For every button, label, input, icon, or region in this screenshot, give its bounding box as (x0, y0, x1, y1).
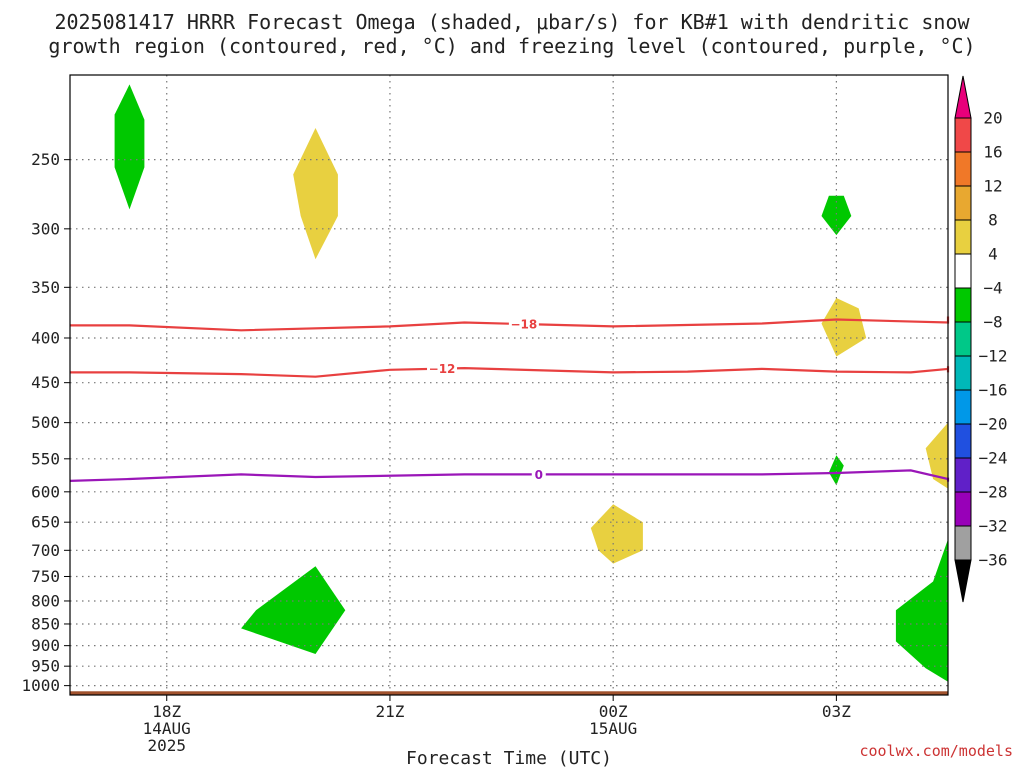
y-tick-label-500: 500 (31, 413, 60, 432)
time-axis: 18Z14AUG202521Z00Z15AUG03Z06Z09Z (143, 695, 851, 755)
colorbar-label-neg28: −28 (979, 483, 1008, 502)
plot-area: −18−12−1200 (69, 74, 950, 696)
y-tick-label-450: 450 (31, 373, 60, 392)
plot-background (70, 75, 948, 695)
omega-region-4 (821, 298, 867, 357)
colorbar-label-neg24: −24 (979, 449, 1008, 468)
x-tick-label-2025: 2025 (147, 736, 186, 755)
x-tick-label-14AUG: 14AUG (143, 719, 191, 738)
colorbar-swatch (954, 287, 972, 323)
colorbar-label-neg8: −8 (983, 313, 1002, 332)
y-tick-label-400: 400 (31, 328, 60, 347)
colorbar-swatch (954, 219, 972, 255)
chart-title-line-2: growth region (contoured, red, °C) and f… (48, 34, 975, 58)
colorbar-swatch (954, 253, 972, 289)
colorbar-swatch (954, 525, 972, 561)
colorbar-bottom-arrow (954, 559, 972, 603)
plot-frame (69, 74, 949, 696)
colorbar-swatch (954, 423, 972, 459)
colorbar-swatch (954, 321, 972, 357)
colorbar-label-20: 20 (983, 109, 1002, 128)
y-tick-label-650: 650 (31, 513, 60, 532)
y-tick-label-750: 750 (31, 567, 60, 586)
colorbar-label-neg32: −32 (979, 517, 1008, 536)
y-tick-label-250: 250 (31, 150, 60, 169)
y-tick-label-700: 700 (31, 541, 60, 560)
colorbar-label-12: 12 (983, 177, 1002, 196)
colorbar-label-neg36: −36 (979, 551, 1008, 570)
colorbar-top-arrow (954, 75, 972, 119)
colorbar-label-neg16: −16 (979, 381, 1008, 400)
omega-colorbar: 20 16 12 8 4 −4 −8 −12 −16 −20 −24 −28 −32 −36 (954, 75, 1008, 603)
surface-terrain (70, 691, 948, 695)
colorbar-swatch (954, 389, 972, 425)
omega-region--4 (821, 195, 852, 236)
pressure-axis: 250 300 350 400 450 500 550 600 650 700 750 800 850 9… (21, 150, 70, 695)
y-tick-label-300: 300 (31, 219, 60, 238)
x-tick-label-03Z: 03Z (822, 702, 851, 721)
contour-label-bg (427, 361, 458, 376)
colorbar-label-16: 16 (983, 143, 1002, 162)
colorbar-swatch (954, 117, 972, 153)
contour-label--12: −12 (429, 362, 456, 376)
contour-label--18: −18 (510, 318, 537, 332)
surface-ground (70, 691, 948, 695)
contour-label-bg (531, 467, 546, 482)
y-tick-label-800: 800 (31, 591, 60, 610)
contour-label-bg (508, 317, 539, 332)
x-axis-label: Forecast Time (UTC) (406, 748, 612, 768)
omega-region--4 (114, 84, 145, 210)
omega-region--4 (241, 566, 346, 654)
y-tick-label-850: 850 (31, 614, 60, 633)
x-tick-label-21Z: 21Z (375, 702, 404, 721)
colorbar-swatch (954, 151, 972, 187)
y-tick-label-600: 600 (31, 482, 60, 501)
colorbar-label-neg12: −12 (979, 347, 1008, 366)
y-tick-label-900: 900 (31, 636, 60, 655)
y-tick-label-550: 550 (31, 449, 60, 468)
omega-region-4 (925, 422, 948, 489)
colorbar-swatch (954, 457, 972, 493)
colorbar-label-neg4: −4 (983, 279, 1002, 298)
chart-title-line-1: 2025081417 HRRR Forecast Omega (shaded, … (54, 10, 970, 34)
y-tick-label-950: 950 (31, 657, 60, 676)
x-tick-label-00Z: 00Z (599, 702, 628, 721)
grid-lines (70, 75, 948, 695)
credit-text: coolwx.com/models (859, 742, 1013, 760)
omega-region-4 (590, 504, 643, 564)
x-tick-label-18Z: 18Z (152, 702, 181, 721)
colorbar-label-8: 8 (988, 211, 998, 230)
x-tick-label-15AUG: 15AUG (589, 719, 637, 738)
omega-region-4 (293, 128, 338, 260)
y-tick-label-350: 350 (31, 278, 60, 297)
y-tick-label-1000: 1000 (21, 676, 60, 695)
omega-region--4 (828, 455, 844, 486)
colorbar-label-4: 4 (988, 245, 998, 264)
contour-label-0: 0 (535, 468, 543, 482)
colorbar-swatch (954, 355, 972, 391)
colorbar-swatch (954, 491, 972, 527)
colorbar-label-neg20: −20 (979, 415, 1008, 434)
colorbar-swatch (954, 185, 972, 221)
